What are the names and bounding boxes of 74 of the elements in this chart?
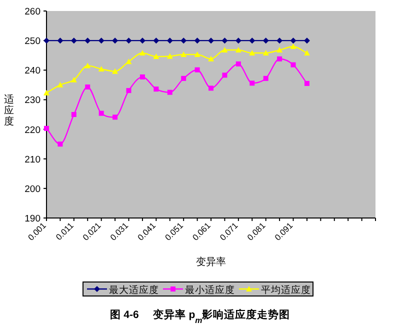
y-tick-label: 260 [24,6,40,18]
point [249,50,256,56]
point [84,38,91,44]
point [235,47,242,53]
point [98,66,104,72]
point [126,38,132,44]
point [194,67,200,72]
point [57,38,64,44]
point [222,47,228,53]
y-tick-label: 240 [24,66,40,77]
point [153,38,160,44]
point [153,54,160,60]
point [71,112,76,117]
point [208,56,214,62]
y-tick-label: 200 [24,184,40,195]
y-tick-label: 210 [24,154,40,166]
point [126,58,132,64]
legend-label: 平均适应度 [261,284,311,296]
point [304,50,310,56]
point [44,126,49,131]
y-tick-label: 230 [24,95,40,106]
point [112,68,118,74]
point [166,38,173,44]
point [154,86,159,92]
point [277,56,282,62]
point [276,38,283,44]
point [263,76,268,81]
point [84,62,91,68]
point [194,51,200,57]
point [85,84,90,90]
point [262,50,269,56]
point [166,53,173,59]
point [250,80,255,86]
point [98,110,104,116]
point [262,38,269,44]
x-axis-title: 变异率 [196,256,226,268]
point [222,38,228,44]
point [167,90,172,95]
point [44,90,50,96]
point [208,38,214,44]
point [139,38,146,44]
legend-label: 最小适应度 [185,284,235,296]
point [290,62,296,68]
point [44,38,50,44]
point [70,76,77,82]
point [304,38,310,44]
point [181,76,186,81]
legend-label: 最大适应度 [109,284,159,296]
point [98,38,104,44]
y-tick-label: 190 [24,214,40,224]
point [249,38,256,44]
point [236,61,241,66]
point [112,38,118,44]
y-tick-label: 220 [24,124,40,136]
point [180,38,187,44]
point [290,38,296,44]
point [140,74,145,80]
y-axis-title: 适应度 [4,94,14,128]
point [235,38,242,44]
point [139,50,146,56]
point [222,72,228,78]
point [126,88,132,94]
point [290,43,296,49]
point [194,38,200,44]
point [180,51,187,57]
point [304,80,310,86]
point [208,86,214,91]
point [70,38,77,44]
y-tick-label: 250 [24,36,40,48]
point [112,114,118,120]
caption: 图 4-6 变异率 p$_{m}$影响适应度走势图 [110,308,290,324]
point [57,82,64,88]
point [58,142,63,147]
point [276,47,283,53]
